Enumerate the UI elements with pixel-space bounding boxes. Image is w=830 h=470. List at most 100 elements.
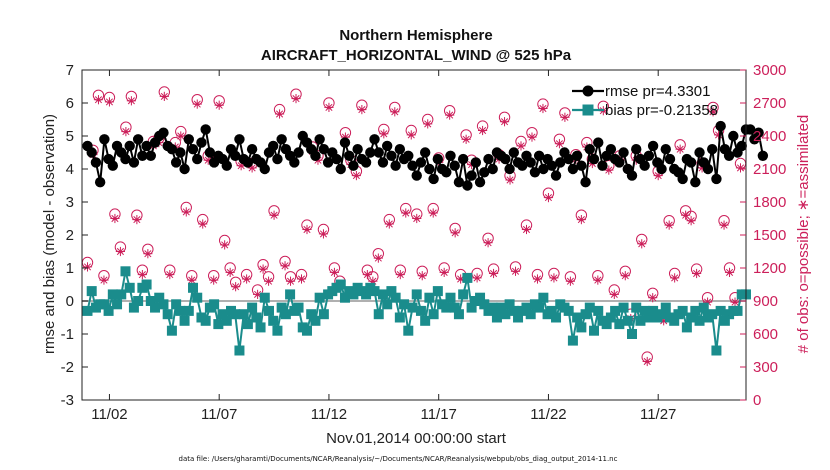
- obs-assimilated-point: [373, 253, 383, 263]
- x-axis-label: Nov.01,2014 00:00:00 start: [326, 430, 507, 447]
- obs-assimilated-point: [220, 240, 230, 250]
- rmse-point: [196, 137, 207, 148]
- obs-assimilated-point: [445, 110, 455, 120]
- rmse-point: [221, 160, 232, 171]
- bias-point: [576, 322, 587, 333]
- rmse-point: [508, 147, 520, 158]
- obs-assimilated-point: [620, 271, 630, 281]
- bias-point: [441, 302, 452, 313]
- rmse-point: [593, 137, 604, 148]
- rmse-point: [192, 153, 203, 165]
- bias-point: [120, 266, 131, 277]
- rmse-point: [234, 134, 245, 145]
- rmse-point: [690, 177, 701, 188]
- bias-point: [255, 322, 266, 333]
- rmse-point: [605, 144, 617, 155]
- bias-point: [221, 315, 232, 326]
- bias-point: [567, 335, 578, 346]
- rmse-point: [643, 150, 655, 161]
- rmse-point: [331, 153, 342, 165]
- rmse-point: [428, 173, 439, 185]
- rmse-point: [170, 157, 182, 168]
- rmse-point: [175, 147, 186, 158]
- y-tick-label: 5: [66, 128, 74, 145]
- plot-background: [82, 70, 746, 400]
- rmse-point: [677, 173, 688, 185]
- rmse-point: [377, 157, 389, 168]
- rmse-point: [204, 147, 216, 158]
- bias-point: [648, 305, 659, 316]
- y-tick-label: 1: [66, 260, 74, 277]
- bias-point: [605, 312, 616, 323]
- bias-point: [715, 305, 726, 316]
- rmse-point: [533, 150, 545, 161]
- obs-assimilated-point: [329, 267, 340, 277]
- rmse-point: [694, 147, 705, 158]
- y2-tick-label: 600: [753, 326, 778, 343]
- bias-point: [508, 305, 519, 316]
- rmse-point: [158, 127, 169, 138]
- rmse-point: [373, 147, 384, 158]
- rmse-point: [259, 163, 270, 175]
- bias-point: [513, 312, 524, 323]
- bias-point: [698, 302, 709, 313]
- rmse-point: [289, 157, 300, 168]
- rmse-point: [339, 137, 351, 148]
- rmse-point: [584, 144, 595, 155]
- bias-point: [453, 309, 464, 320]
- legend-rmse-marker: [572, 85, 604, 97]
- rmse-point: [449, 160, 460, 171]
- rmse-point: [707, 144, 718, 155]
- bias-point: [627, 329, 638, 339]
- data-file-footnote: data file: /Users/gharamti/Documents/NCA…: [179, 455, 618, 463]
- bias-point: [631, 302, 642, 313]
- bias-point: [306, 309, 317, 320]
- obs-assimilated-point: [461, 134, 471, 144]
- rmse-point: [141, 140, 152, 152]
- obs-assimilated-point: [428, 208, 438, 218]
- bias-point: [399, 299, 410, 310]
- rmse-point: [445, 150, 456, 161]
- bias-point: [373, 309, 384, 320]
- bias-point: [183, 305, 194, 316]
- rmse-point: [538, 163, 549, 175]
- y-tick-label: -3: [61, 392, 74, 409]
- bias-point: [411, 289, 422, 300]
- bias-point: [234, 345, 245, 356]
- bias-point: [491, 312, 502, 323]
- rmse-point: [335, 163, 346, 175]
- y-tick-label: 6: [66, 95, 74, 112]
- y-tick-label: -1: [61, 326, 74, 343]
- rmse-point: [419, 147, 431, 158]
- obs-assimilated-point: [181, 207, 191, 217]
- bias-point: [618, 302, 629, 313]
- rmse-point: [529, 167, 541, 178]
- bias-point: [407, 302, 418, 313]
- rmse-point: [647, 140, 659, 152]
- bias-point: [711, 345, 722, 356]
- y-axis-label: rmse and bias (model - observation): [41, 114, 58, 354]
- rmse-point: [268, 140, 279, 152]
- rmse-point: [470, 157, 482, 168]
- bias-point: [614, 319, 625, 330]
- rmse-point: [466, 170, 477, 181]
- rmse-point: [369, 134, 380, 145]
- y-tick-label: 7: [66, 62, 74, 79]
- rmse-point: [474, 177, 486, 188]
- obs-assimilated-point: [692, 268, 702, 279]
- bias-point: [496, 302, 507, 313]
- obs-assimilated-point: [560, 112, 570, 122]
- rmse-point: [348, 160, 359, 171]
- bias-point: [707, 309, 718, 320]
- obs-assimilated-point: [439, 267, 449, 277]
- obs-assimilated-point: [708, 107, 718, 117]
- bias-point: [310, 315, 321, 326]
- bias-point: [449, 302, 460, 313]
- legend-rmse-label: rmse pr=4.3301: [605, 83, 710, 100]
- obs-assimilated-point: [324, 102, 334, 112]
- bias-point: [534, 302, 545, 313]
- legend: rmse pr=4.3301 bias pr=-0.21358: [572, 83, 718, 119]
- bias-point: [525, 309, 536, 320]
- obs-assimilated-point: [242, 274, 252, 284]
- bias-point: [394, 312, 405, 323]
